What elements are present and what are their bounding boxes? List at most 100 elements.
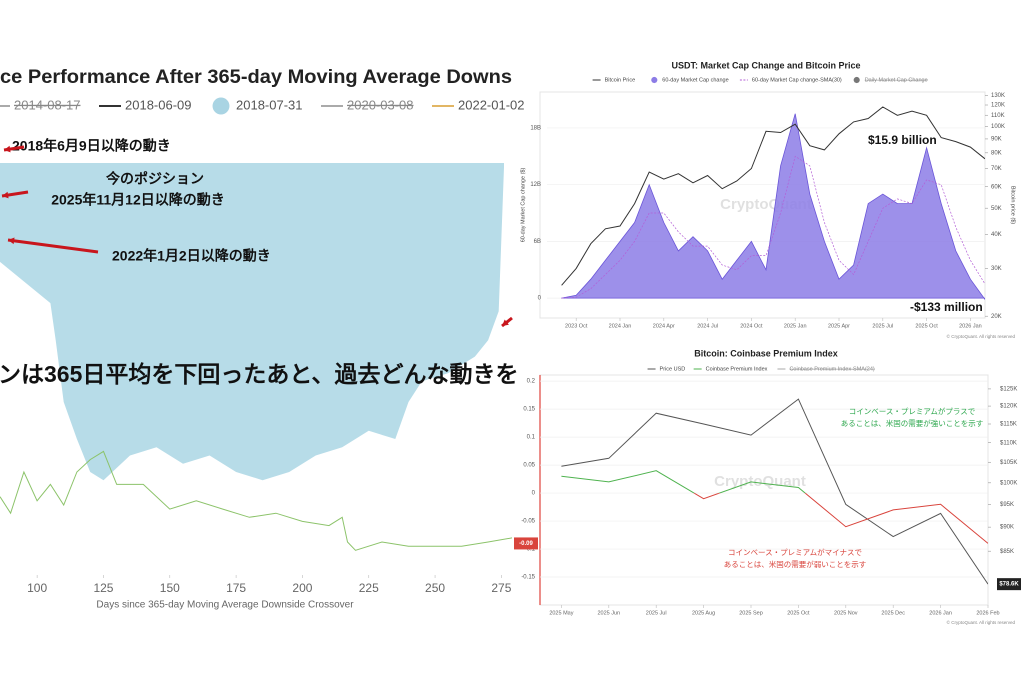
- x-tick-label: 2025 Apr: [828, 323, 850, 329]
- y2-tick-label: 120K: [991, 103, 1005, 109]
- x-tick-label: 2026 Jan: [959, 323, 982, 329]
- x-tick-label: 2024 Jul: [697, 323, 718, 329]
- y2-tick-label: $125K: [1000, 386, 1017, 392]
- y-tick-label: 0: [532, 491, 536, 497]
- y2-tick-label: 40K: [991, 232, 1002, 238]
- legend-label: 2020-03-08: [347, 97, 414, 112]
- y2-tick-label: $85K: [1000, 549, 1014, 555]
- line: [561, 155, 985, 299]
- legend-label: Coinbase Premium Index: [706, 366, 768, 372]
- y-tick-label: -0.1: [525, 547, 536, 553]
- legend-label: 60-day Market Cap change: [662, 77, 728, 83]
- y2-tick-label: 80K: [991, 150, 1002, 156]
- x-tick-label: 2025 Jul: [872, 323, 893, 329]
- annotation: あることは、米国の需要が弱いことを示す: [724, 559, 867, 569]
- annotation: 2025年11月12日以降の動き: [51, 192, 225, 208]
- chart-title: Bitcoin: Coinbase Premium Index: [694, 348, 838, 358]
- y2-tick-label: 60K: [991, 184, 1002, 190]
- x-tick-label: 225: [359, 581, 379, 595]
- arrow-head: [2, 191, 9, 199]
- line: [0, 450, 512, 551]
- x-tick-label: 2025 Oct: [787, 610, 810, 616]
- legend-marker: [853, 76, 860, 84]
- legend-label: 2022-01-02: [458, 97, 525, 112]
- chart-title: ce Performance After 365-day Moving Aver…: [0, 67, 512, 88]
- value-label-box: [997, 578, 1021, 591]
- arrow-head: [8, 237, 15, 245]
- y2-tick-label: $110K: [1000, 440, 1017, 446]
- annotation: 今のポジション: [105, 171, 204, 187]
- y2-tick-label: $120K: [1000, 404, 1017, 410]
- annotation: -$133 million: [910, 300, 983, 314]
- y2-tick-label: 130K: [991, 93, 1005, 99]
- legend-label: 2018-07-31: [236, 97, 303, 112]
- legend-label: 2014-08-17: [14, 97, 81, 112]
- y-tick-label: 6B: [534, 239, 541, 245]
- y2-axis-title: Bitcoin price ($): [1010, 186, 1016, 224]
- y-tick-label: 18B: [530, 126, 541, 132]
- x-tick-label: 2025 Jul: [646, 610, 667, 616]
- line-positive: [561, 470, 806, 494]
- legend-label: Daily Market Cap Change: [865, 77, 928, 83]
- x-tick-label: 2025 Jun: [597, 610, 620, 616]
- y-tick-label: -0.05: [521, 519, 535, 525]
- value-label: $78.6K: [999, 582, 1019, 588]
- x-tick-label: 2026 Feb: [976, 610, 999, 616]
- value-label: -0.09: [519, 541, 533, 547]
- area: [561, 113, 985, 301]
- y-tick-label: 0.2: [527, 379, 536, 385]
- y-tick-label: 12B: [530, 182, 541, 188]
- x-tick-label: 100: [27, 581, 47, 595]
- y-tick-label: 0.05: [523, 463, 535, 469]
- value-label-box: [514, 537, 538, 550]
- y2-tick-label: $100K: [1000, 480, 1017, 486]
- x-tick-label: 2026 Jan: [929, 610, 952, 616]
- y-tick-label: 0: [538, 296, 542, 302]
- x-tick-label: 2025 Sep: [739, 610, 763, 616]
- annotation: ンは365日平均を下回ったあと、過去どんな動きを: [0, 361, 518, 387]
- legend-marker: [212, 97, 230, 115]
- annotation: 2018年6月9日以降の動き: [12, 138, 171, 154]
- line-negative: [693, 493, 988, 544]
- footer: © CryptoQuant. All rights reserved: [947, 619, 1016, 625]
- x-axis-title: Days since 365-day Moving Average Downsi…: [96, 600, 354, 611]
- annotation: $15.9 billion: [868, 133, 937, 147]
- y-tick-label: 0.1: [527, 435, 536, 441]
- watermark: CryptoQuant: [714, 473, 806, 490]
- x-tick-label: 2025 Dec: [881, 610, 905, 616]
- legend-label: Coinbase Premium Index-SMA(24): [789, 366, 874, 372]
- annotation: 2022年1月2日以降の動き: [112, 248, 271, 264]
- arrow-head: [502, 319, 509, 326]
- legend-marker: [651, 76, 658, 84]
- arrow-head: [4, 145, 11, 153]
- x-tick-label: 175: [226, 581, 246, 595]
- x-tick-label: 2025 Nov: [834, 610, 858, 616]
- area: [0, 163, 504, 481]
- line: [561, 106, 985, 286]
- chart-title: USDT: Market Cap Change and Bitcoin Pric…: [671, 60, 860, 70]
- legend-label: Bitcoin Price: [605, 77, 636, 83]
- line: [561, 398, 988, 585]
- x-tick-label: 2024 Jan: [609, 323, 632, 329]
- x-tick-label: 250: [425, 581, 445, 595]
- plot-area: [539, 374, 989, 606]
- annotation: コインベース・プレミアムがプラスで: [849, 406, 975, 416]
- footer: © CryptoQuant. All rights reserved: [947, 333, 1016, 339]
- x-tick-label: 2023 Oct: [565, 323, 588, 329]
- x-tick-label: 125: [93, 581, 113, 595]
- legend-label: 2018-06-09: [125, 97, 192, 112]
- y2-tick-label: 70K: [991, 166, 1002, 172]
- y2-tick-label: 90K: [991, 136, 1002, 142]
- y2-tick-label: $115K: [1000, 422, 1017, 428]
- x-tick-label: 275: [491, 581, 511, 595]
- y2-tick-label: 100K: [991, 124, 1005, 130]
- x-tick-label: 200: [292, 581, 312, 595]
- y2-tick-label: $95K: [1000, 502, 1014, 508]
- x-tick-label: 150: [160, 581, 180, 595]
- y2-tick-label: 110K: [991, 113, 1005, 119]
- x-tick-label: 2025 May: [549, 610, 573, 616]
- x-tick-label: 2024 Oct: [740, 323, 763, 329]
- legend-label: 60-day Market Cap change-SMA(30): [752, 77, 842, 83]
- y-axis-title: 60-day Market Cap change ($): [520, 168, 526, 243]
- y-tick-label: 0.15: [523, 407, 535, 413]
